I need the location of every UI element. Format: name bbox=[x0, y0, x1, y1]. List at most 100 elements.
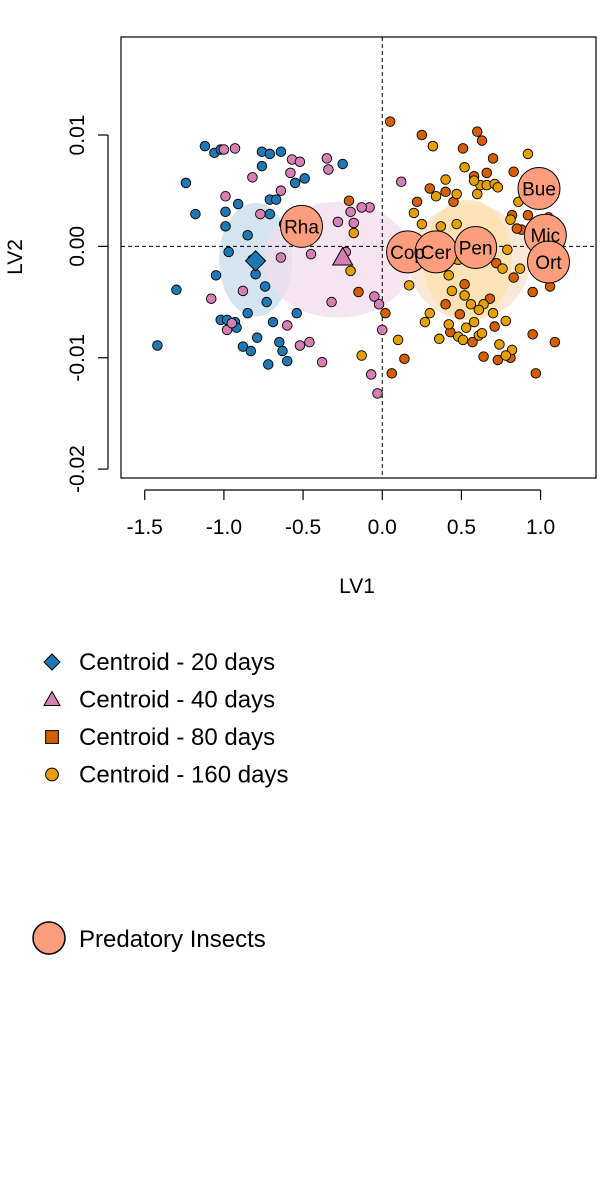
point-40-days bbox=[255, 208, 266, 220]
point-40-days bbox=[285, 167, 296, 179]
x-tick-label: -1.0 bbox=[206, 516, 242, 539]
point-20-days bbox=[291, 307, 303, 319]
point-40-days bbox=[220, 190, 231, 202]
point-160-days bbox=[435, 221, 447, 232]
point-160-days bbox=[522, 148, 534, 160]
point-20-days bbox=[242, 229, 253, 241]
point-20-days bbox=[264, 148, 276, 160]
point-40-days bbox=[321, 153, 333, 164]
point-160-days bbox=[408, 207, 420, 219]
point-80-days bbox=[380, 307, 391, 319]
point-40-days bbox=[326, 296, 337, 308]
point-160-days bbox=[356, 350, 367, 361]
point-160-days bbox=[505, 214, 516, 225]
point-80-days bbox=[481, 167, 493, 179]
legend-insects: Predatory Insects bbox=[32, 921, 266, 955]
legend-label-centroid-160-days: Centroid - 160 days bbox=[79, 762, 288, 789]
point-40-days bbox=[275, 185, 287, 196]
insect-label-pen: Pen bbox=[459, 238, 493, 259]
point-80-days bbox=[508, 166, 519, 177]
point-160-days bbox=[476, 327, 488, 339]
point-20-days bbox=[220, 221, 231, 232]
insect-circle-pen bbox=[454, 225, 498, 269]
x-axis-label: LV1 bbox=[339, 575, 375, 598]
point-20-days bbox=[237, 341, 249, 352]
point-160-days bbox=[446, 285, 458, 297]
point-160-days bbox=[403, 280, 415, 291]
point-20-days bbox=[263, 359, 274, 370]
point-40-days bbox=[377, 324, 388, 336]
point-160-days bbox=[416, 218, 428, 230]
point-80-days bbox=[411, 196, 423, 208]
point-160-days bbox=[460, 322, 472, 333]
point-40-days bbox=[365, 369, 377, 380]
point-40-days bbox=[369, 291, 380, 302]
point-20-days bbox=[152, 340, 163, 351]
legend-label-centroid-20-days: Centroid - 20 days bbox=[79, 649, 275, 676]
point-160-days bbox=[473, 304, 485, 316]
point-80-days bbox=[353, 286, 364, 298]
point-40-days bbox=[316, 356, 328, 368]
point-20-days bbox=[256, 160, 268, 172]
point-20-days bbox=[180, 177, 192, 189]
point-160-days bbox=[440, 174, 451, 185]
point-80-days bbox=[476, 135, 488, 146]
insect-label-bue: Bue bbox=[522, 179, 556, 200]
point-80-days bbox=[399, 353, 410, 365]
x-tick-label: -1.5 bbox=[127, 516, 163, 539]
point-40-days bbox=[294, 156, 306, 167]
point-80-days bbox=[549, 336, 561, 348]
point-20-days bbox=[337, 158, 348, 170]
point-160-days bbox=[419, 316, 431, 328]
point-160-days bbox=[472, 188, 483, 200]
point-20-days bbox=[299, 173, 310, 184]
point-40-days bbox=[304, 336, 315, 348]
point-160-days bbox=[392, 334, 404, 346]
point-20-days bbox=[210, 270, 222, 281]
point-20-days bbox=[223, 246, 234, 258]
point-160-days bbox=[497, 263, 508, 274]
point-20-days bbox=[261, 296, 272, 308]
point-80-days bbox=[487, 153, 499, 164]
legend-label-centroid-80-days: Centroid - 80 days bbox=[79, 724, 275, 751]
point-160-days bbox=[459, 162, 470, 173]
point-80-days bbox=[440, 299, 451, 310]
legend-label-centroid-40-days: Centroid - 40 days bbox=[79, 687, 275, 714]
point-40-days bbox=[323, 164, 334, 175]
point-40-days bbox=[348, 217, 360, 229]
point-40-days bbox=[372, 388, 383, 399]
point-20-days bbox=[245, 345, 257, 357]
point-40-days bbox=[226, 317, 238, 329]
point-160-days bbox=[443, 270, 455, 281]
point-80-days bbox=[492, 354, 504, 366]
point-20-days bbox=[259, 281, 271, 292]
point-80-days bbox=[511, 223, 523, 234]
point-40-days bbox=[282, 320, 293, 331]
point-40-days bbox=[356, 202, 367, 213]
y-tick-label: -0.01 bbox=[66, 334, 89, 382]
point-80-days bbox=[489, 321, 500, 332]
point-80-days bbox=[508, 272, 519, 283]
legend-label-predatory-insects: Predatory Insects bbox=[79, 926, 266, 953]
point-80-days bbox=[386, 368, 398, 379]
point-160-days bbox=[468, 316, 480, 328]
legend-marker-centroid-160-days bbox=[45, 767, 59, 782]
point-20-days bbox=[242, 307, 253, 319]
point-20-days bbox=[267, 316, 279, 328]
point-160-days bbox=[459, 290, 470, 301]
point-40-days bbox=[275, 252, 287, 263]
point-20-days bbox=[251, 332, 263, 343]
point-160-days bbox=[348, 227, 360, 239]
point-40-days bbox=[332, 216, 344, 228]
insect-label-cer: Cer bbox=[421, 243, 452, 264]
point-20-days bbox=[270, 194, 282, 205]
insect-label-mic: Mic bbox=[531, 226, 561, 247]
point-40-days bbox=[205, 293, 217, 304]
point-160-days bbox=[468, 175, 480, 186]
point-20-days bbox=[232, 198, 244, 210]
legend-marker-predatory-insects bbox=[32, 921, 66, 955]
point-40-days bbox=[218, 144, 230, 155]
point-160-days bbox=[494, 339, 505, 350]
